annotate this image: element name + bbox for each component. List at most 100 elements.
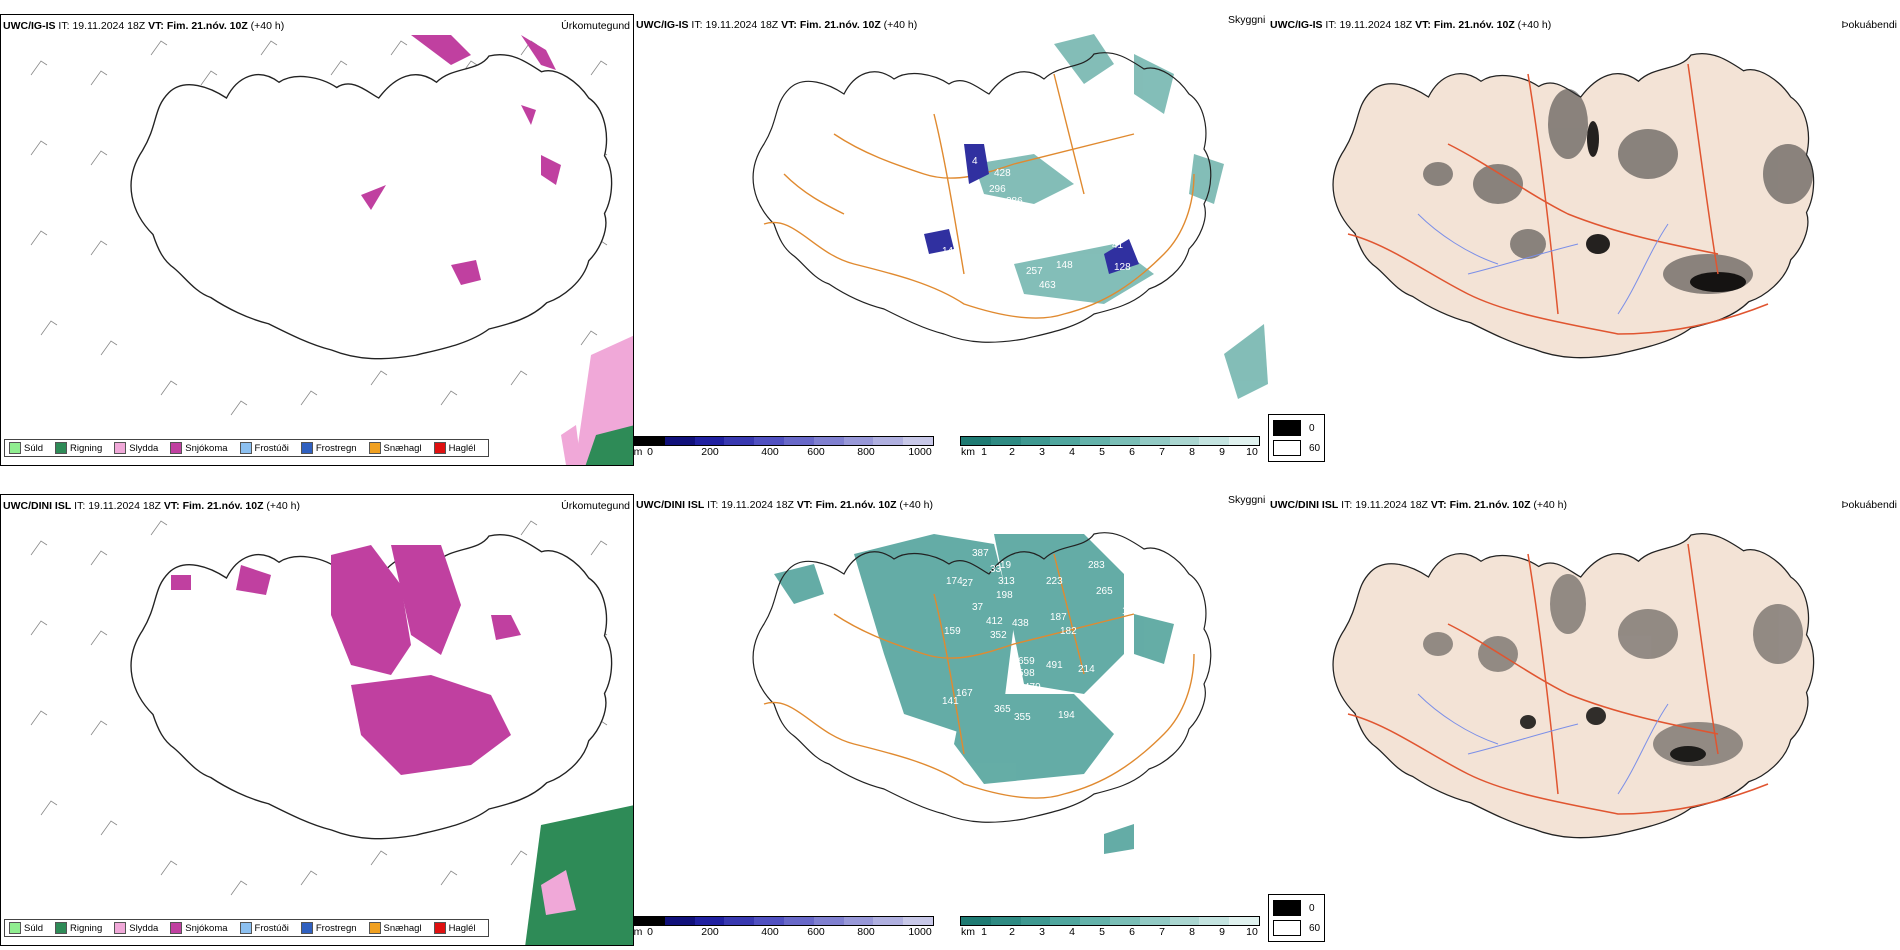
legend-swatch xyxy=(55,442,68,454)
ceiling-label: 286 xyxy=(1006,196,1023,207)
fog-legend-value: 0 xyxy=(1309,902,1315,914)
model-name: UWC/DINI ISL xyxy=(3,500,72,512)
legend-swatch xyxy=(170,442,183,454)
it-value: 19.11.2024 18Z xyxy=(88,500,161,512)
ceiling-tick: 0 xyxy=(647,926,653,938)
fog-map-top xyxy=(1332,52,1815,359)
ceiling-color-step xyxy=(724,437,755,445)
it-label: IT: xyxy=(1341,499,1353,511)
legend-label: Snjókoma xyxy=(185,922,228,934)
it-value: 19.11.2024 18Z xyxy=(1355,499,1428,511)
ceiling-label: 182 xyxy=(1060,626,1077,637)
legend-label: Súld xyxy=(24,922,44,934)
ceiling-color-step xyxy=(903,437,933,445)
run-info-header: UWC/DINI ISL IT: 19.11.2024 18Z VT: Fim.… xyxy=(1270,499,1567,511)
ceiling-tick: 200 xyxy=(701,926,719,938)
ceiling-labels: 428 296 286 10 4 20 16 144 148 257 463 1… xyxy=(896,156,1131,291)
ceiling-label: 159 xyxy=(944,626,961,637)
ceiling-label: 463 xyxy=(1039,280,1056,291)
fog-legend-row: 60 xyxy=(1273,438,1320,458)
ceiling-color-step xyxy=(783,437,814,445)
legend-swatch xyxy=(114,442,127,454)
ceiling-color-step xyxy=(873,437,904,445)
ceiling-label: 20 xyxy=(896,218,908,229)
visibility-color-step xyxy=(1080,917,1110,925)
ceiling-label: 198 xyxy=(996,590,1013,601)
fog-legend-value: 60 xyxy=(1309,922,1321,934)
lead-time: (+40 h) xyxy=(250,20,285,32)
ceiling-ticks: m 0 200 400 600 800 1000 xyxy=(634,446,934,458)
legend-label: Snæhagl xyxy=(383,442,422,454)
ceiling-label: 265 xyxy=(1096,586,1113,597)
visibility-tick: 4 xyxy=(1069,926,1075,938)
visibility-ticks: km 1 2 3 4 5 6 7 8 9 10 xyxy=(960,446,1260,458)
ceiling-color-step xyxy=(694,437,725,445)
ceiling-label: 598 xyxy=(1018,668,1035,679)
ceiling-scale: m 0 200 400 600 800 1000 xyxy=(634,436,934,458)
ceiling-tick: 800 xyxy=(857,926,875,938)
ceiling-color-step xyxy=(843,917,874,925)
fog-legend: 0 60 xyxy=(1268,894,1326,942)
visibility-color-step xyxy=(1050,437,1081,445)
ceiling-label: 128 xyxy=(1114,262,1131,273)
ceiling-unit: m xyxy=(634,926,643,938)
cloud-panel-top: 428 296 286 10 4 20 16 144 148 257 463 1… xyxy=(634,14,1268,466)
legend-label: Rigning xyxy=(70,442,103,454)
visibility-tick: 9 xyxy=(1219,446,1225,458)
fog-panel-bottom: UWC/DINI ISL IT: 19.11.2024 18Z VT: Fim.… xyxy=(1268,494,1900,946)
visibility-color-step xyxy=(1109,437,1140,445)
model-name: UWC/IG-IS xyxy=(1270,19,1323,31)
legend-label: Frostregn xyxy=(315,922,357,934)
legend-item: Slydda xyxy=(114,922,158,934)
precip-title: Úrkomutegund xyxy=(561,500,630,512)
ceiling-label: 174 xyxy=(946,576,963,587)
ceiling-label: 19 xyxy=(1000,560,1012,571)
visibility-tick: 6 xyxy=(1129,926,1135,938)
ceiling-label: 187 xyxy=(1050,612,1067,623)
fog-swatch xyxy=(1273,440,1301,456)
model-name: UWC/IG-IS xyxy=(636,19,689,31)
ceiling-label: 438 xyxy=(1012,618,1029,629)
roads xyxy=(763,553,1195,799)
precip-panel-bottom: UWC/DINI ISL IT: 19.11.2024 18Z VT: Fim.… xyxy=(0,494,634,946)
ceiling-color-step xyxy=(635,437,665,445)
ceiling-label: 313 xyxy=(998,576,1015,587)
legend-swatch xyxy=(300,922,313,934)
ceiling-label: 16 xyxy=(1046,214,1058,225)
legend-item: Frostregn xyxy=(300,922,357,934)
run-info-header: UWC/IG-IS IT: 19.11.2024 18Z VT: Fim. 21… xyxy=(1270,19,1551,31)
ceiling-label: 41 xyxy=(1112,240,1124,251)
ceiling-tick: 400 xyxy=(761,926,779,938)
legend-label: Frostregn xyxy=(315,442,357,454)
ceiling-label: 365 xyxy=(994,704,1011,715)
legend-swatch xyxy=(239,922,252,934)
legend-label: Frostúði xyxy=(254,922,289,934)
it-value: 19.11.2024 18Z xyxy=(72,20,146,32)
visibility-tick: 2 xyxy=(1009,446,1015,458)
ceiling-label: 167 xyxy=(956,688,973,699)
it-label: IT: xyxy=(1325,19,1337,31)
ceiling-tick: 400 xyxy=(761,446,779,458)
ceiling-tick: 800 xyxy=(857,446,875,458)
visibility-tick: 2 xyxy=(1009,926,1015,938)
visibility-tick: 10 xyxy=(1246,446,1258,458)
legend-label: Rigning xyxy=(70,922,103,934)
vt-label: VT: xyxy=(781,19,797,31)
legend-label: Snjókoma xyxy=(185,442,228,454)
snow-areas xyxy=(361,35,561,285)
visibility-color-step xyxy=(1139,917,1170,925)
legend-swatch xyxy=(9,442,21,454)
ceiling-label: 37 xyxy=(972,602,984,613)
ceiling-label: 283 xyxy=(1088,560,1105,571)
legend-swatch xyxy=(170,922,183,934)
visibility-color-step xyxy=(1199,437,1230,445)
ceiling-tick: 600 xyxy=(807,446,825,458)
fog-roads xyxy=(1347,63,1769,335)
ceiling-color-step xyxy=(635,917,665,925)
ceiling-unit: m xyxy=(634,446,643,458)
visibility-tick: 7 xyxy=(1159,926,1165,938)
vt-value: Fim. 21.nóv. 10Z xyxy=(182,500,264,512)
ceiling-label: 227 xyxy=(1116,708,1133,719)
run-info-header: UWC/DINI ISL IT: 19.11.2024 18Z VT: Fim.… xyxy=(636,499,933,511)
visibility-colorbar xyxy=(960,436,1260,446)
